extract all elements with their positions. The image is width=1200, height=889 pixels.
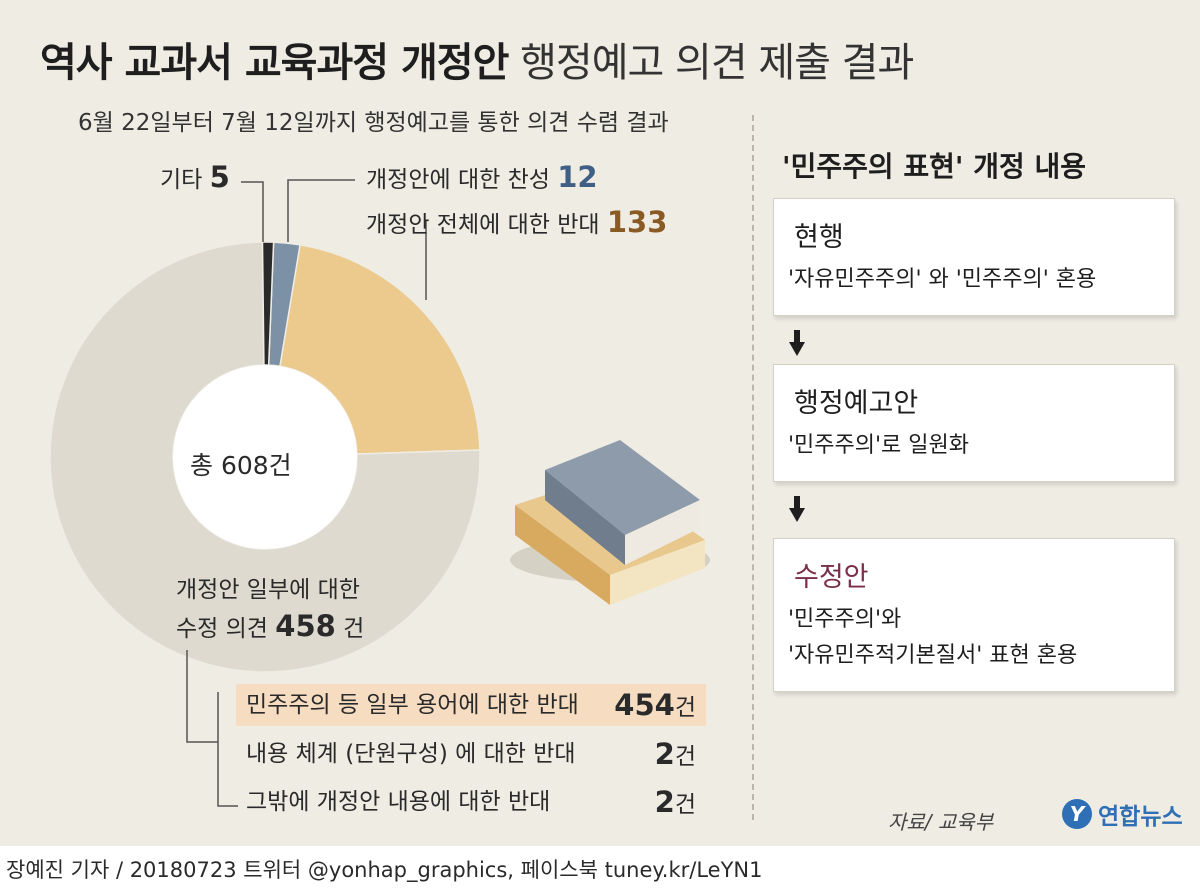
donut-chart (49, 179, 710, 807)
label-oppose-all: 개정안 전체에 대한 반대 133 (366, 205, 667, 239)
breakdown-unit: 건 (674, 744, 696, 770)
breakdown-label: 민주주의 등 일부 용어에 대한 반대 (246, 692, 579, 718)
label-approve-value: 12 (557, 160, 598, 194)
breakdown-value: 2 (654, 785, 675, 819)
yonhap-logo-icon: Y (1062, 799, 1092, 829)
box-revised-line: '민주주의'와 (788, 607, 902, 632)
label-modify-line1: 개정안 일부에 대한 (176, 577, 360, 603)
label-etc: 기타 5 (160, 160, 230, 194)
total-label: 총 608건 (190, 451, 292, 480)
title-light: 행정예고 의견 제출 결과 (520, 40, 914, 86)
label-approve: 개정안에 대한 찬성 12 (366, 160, 598, 194)
box-current-head: 현행 (794, 222, 844, 253)
breakdown-row: 민주주의 등 일부 용어에 대한 반대 454건 (236, 684, 706, 726)
breakdown-row: 내용 체계 (단원구성) 에 대한 반대 2건 (246, 734, 706, 774)
breakdown-row: 그밖에 개정안 내용에 대한 반대 2건 (246, 782, 706, 822)
yonhap-logo: Y 연합뉴스 (1062, 797, 1183, 831)
yonhap-logo-text: 연합뉴스 (1098, 804, 1183, 830)
label-modify-unit: 건 (343, 616, 365, 642)
box-draft-head: 행정예고안 (794, 388, 919, 419)
box-draft-line: '민주주의'로 일원화 (788, 433, 970, 458)
leader-modify (186, 650, 218, 743)
box-draft: 행정예고안 '민주주의'로 일원화 (773, 364, 1175, 482)
books-illustration (510, 440, 710, 605)
label-etc-text: 기타 (160, 167, 203, 193)
right-panel-title: '민주주의 표현' 개정 내용 (782, 150, 1086, 183)
breakdown-value: 2 (654, 737, 675, 771)
label-etc-value: 5 (209, 160, 230, 194)
leader-etc (241, 181, 264, 242)
breakdown-label: 내용 체계 (단원구성) 에 대한 반대 (246, 741, 576, 767)
label-modify-value: 458 (275, 609, 336, 643)
arrow-down-icon (789, 330, 805, 356)
label-approve-text: 개정안에 대한 찬성 (366, 167, 550, 193)
label-oppose-all-value: 133 (606, 205, 668, 239)
leader-breakdown (217, 692, 238, 807)
label-oppose-all-text: 개정안 전체에 대한 반대 (366, 212, 600, 238)
source-note: 자료/ 교육부 (888, 810, 994, 834)
box-current-line: '자유민주주의' 와 '민주주의' 혼용 (788, 267, 1097, 292)
label-modify-line2: 수정 의견 (176, 616, 268, 642)
breakdown-unit: 건 (674, 792, 696, 818)
breakdown-unit: 건 (674, 695, 696, 721)
donut-hole (173, 365, 357, 549)
leader-approve (287, 179, 355, 242)
panel-divider (752, 115, 754, 820)
subtitle: 6월 22일부터 7월 12일까지 행정예고를 통한 의견 수렴 결과 (78, 110, 669, 136)
label-modify: 개정안 일부에 대한 수정 의견 458 건 (176, 572, 364, 647)
footer-bar: 장예진 기자 / 20180723 트위터 @yonhap_graphics, … (0, 846, 1200, 889)
box-revised: 수정안 '민주주의'와 '자유민주적기본질서' 표현 혼용 (773, 538, 1175, 692)
footer-credit: 장예진 기자 / 20180723 트위터 @yonhap_graphics, … (6, 858, 763, 882)
box-current: 현행 '자유민주주의' 와 '민주주의' 혼용 (773, 198, 1175, 316)
breakdown-value: 454 (614, 688, 675, 722)
page-title: 역사 교과서 교육과정 개정안 행정예고 의견 제출 결과 (40, 30, 914, 88)
breakdown-label: 그밖에 개정안 내용에 대한 반대 (246, 789, 551, 815)
arrow-down-icon (789, 496, 805, 522)
title-bold: 역사 교과서 교육과정 개정안 (40, 40, 509, 86)
box-revised-line: '자유민주적기본질서' 표현 혼용 (788, 643, 1078, 668)
box-revised-head: 수정안 (794, 562, 869, 593)
